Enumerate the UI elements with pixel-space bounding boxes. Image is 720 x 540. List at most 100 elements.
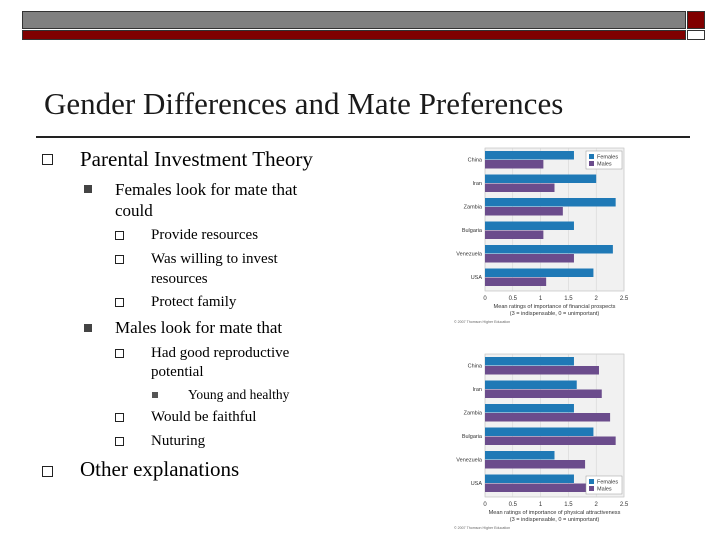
x-tick-label: 2.5: [620, 502, 629, 508]
bullet-open-square-icon: [42, 154, 53, 165]
bullet-nuturing: Nuturing: [151, 433, 206, 449]
bar-males: [485, 230, 544, 239]
legend-swatch: [589, 479, 594, 484]
x-tick-label: 0: [483, 296, 487, 302]
x-tick-label: 2: [595, 502, 599, 508]
x-axis-label-scale: (3 = indispensable, 0 = unimportant): [510, 517, 600, 523]
bullet-young-healthy: Young and healthy: [188, 387, 290, 402]
chart-physical-attractiveness-svg: 0 0.5 1 1.5 2 2.5 China Iran Zambia Bulgaria Venez…: [454, 353, 629, 530]
bar-females: [485, 380, 577, 389]
chart-credit: © 2007 Thomson Higher Education: [454, 320, 510, 324]
plot-area: [484, 353, 625, 498]
bar-males: [485, 183, 555, 192]
category-label: Zambia: [464, 411, 483, 417]
category-label: Iran: [473, 181, 482, 187]
bar-males: [485, 277, 547, 286]
category-label: China: [468, 158, 483, 164]
bar-females: [485, 357, 574, 366]
category-label: USA: [471, 275, 483, 281]
header-square-white: [687, 30, 705, 40]
bullet-filled-square-icon: [152, 392, 158, 398]
bullet-open-square-icon: [115, 349, 124, 358]
bar-females: [485, 198, 616, 207]
legend-box: [585, 475, 623, 495]
chart-credit: © 2007 Thomson Higher Education: [454, 526, 510, 530]
bar-females: [485, 174, 597, 183]
category-label: USA: [471, 481, 483, 487]
chart-financial-prospects: 0 0.5 1 1.5 2 2.5 China Iran Zambia Bulgaria Venez…: [452, 144, 640, 334]
chart-financial-prospects-svg: 0 0.5 1 1.5 2 2.5 China Iran Zambia Bulgaria Venez…: [454, 147, 629, 324]
bar-males: [485, 366, 599, 375]
x-tick-label: 2: [595, 296, 599, 302]
plot-area: [484, 147, 625, 292]
legend-label: Males: [597, 162, 612, 168]
bar-males: [485, 389, 602, 398]
header-bar-red: [22, 30, 686, 40]
legend-box: [585, 150, 623, 170]
bullet-males: Males look for mate that: [115, 318, 283, 337]
bullet-filled-square-icon: [84, 324, 92, 332]
category-label: Venezuela: [456, 458, 483, 464]
bar-females: [485, 451, 555, 460]
x-tick-label: 0: [483, 502, 487, 508]
bullet-faithful: Would be faithful: [151, 409, 257, 425]
bar-females: [485, 151, 574, 160]
legend-swatch: [589, 486, 594, 491]
legend-swatch: [589, 161, 594, 166]
header-bar-grey: [22, 11, 686, 29]
bar-females: [485, 427, 594, 436]
bar-females: [485, 404, 574, 413]
category-label: Zambia: [464, 205, 483, 211]
x-tick-label: 2.5: [620, 296, 629, 302]
header-square-red: [687, 11, 705, 29]
category-label: Bulgaria: [462, 434, 483, 440]
bullet-open-square-icon: [115, 437, 124, 446]
bar-males: [485, 436, 616, 445]
bullet-filled-square-icon: [84, 185, 92, 193]
bullet-reproductive-line2: potential: [151, 364, 204, 380]
bullet-open-square-icon: [115, 231, 124, 240]
bullet-open-square-icon: [115, 255, 124, 264]
bullet-reproductive-line1: Had good reproductive: [151, 345, 290, 361]
bar-males: [485, 460, 586, 469]
bullet-protect-family: Protect family: [151, 294, 237, 310]
bullet-parental-investment: Parental Investment Theory: [80, 147, 313, 171]
legend-label: Females: [597, 155, 618, 161]
bar-females: [485, 268, 594, 277]
category-label: China: [468, 364, 483, 370]
x-axis-label: Mean ratings of importance of physical a…: [489, 510, 621, 516]
chart-physical-attractiveness: 0 0.5 1 1.5 2 2.5 China Iran Zambia Bulgaria Venez…: [452, 350, 640, 538]
x-axis-label: Mean ratings of importance of financial …: [494, 304, 616, 310]
bar-females: [485, 221, 574, 230]
bullet-females-line2: could: [115, 201, 153, 220]
slide-title: Gender Differences and Mate Preferences: [44, 86, 564, 121]
bar-males: [485, 160, 544, 169]
bullet-willing-invest-line1: Was willing to invest: [151, 251, 278, 267]
bullet-females-line1: Females look for mate that: [115, 180, 298, 199]
bar-females: [485, 474, 574, 483]
bar-males: [485, 207, 563, 216]
title-divider: [36, 136, 690, 138]
bullet-provide-resources: Provide resources: [151, 227, 259, 243]
x-tick-label: 1: [539, 296, 543, 302]
x-axis-label-scale: (3 = indispensable, 0 = unimportant): [510, 311, 600, 317]
category-label: Bulgaria: [462, 228, 483, 234]
bar-males: [485, 413, 611, 422]
legend-label: Males: [597, 487, 612, 493]
category-label: Venezuela: [456, 252, 483, 258]
x-tick-label: 1: [539, 502, 543, 508]
x-tick-label: 1.5: [564, 502, 573, 508]
legend-label: Females: [597, 480, 618, 486]
bullet-open-square-icon: [115, 298, 124, 307]
bullet-other-explanations: Other explanations: [80, 457, 240, 481]
x-tick-label: 0.5: [509, 502, 518, 508]
x-tick-label: 0.5: [509, 296, 518, 302]
bullet-open-square-icon: [115, 413, 124, 422]
bar-males: [485, 483, 602, 492]
x-tick-label: 1.5: [564, 296, 573, 302]
category-label: Iran: [473, 387, 482, 393]
bullet-willing-invest-line2: resources: [151, 271, 208, 287]
bullet-open-square-icon: [42, 466, 53, 477]
legend-swatch: [589, 154, 594, 159]
bar-females: [485, 245, 613, 254]
